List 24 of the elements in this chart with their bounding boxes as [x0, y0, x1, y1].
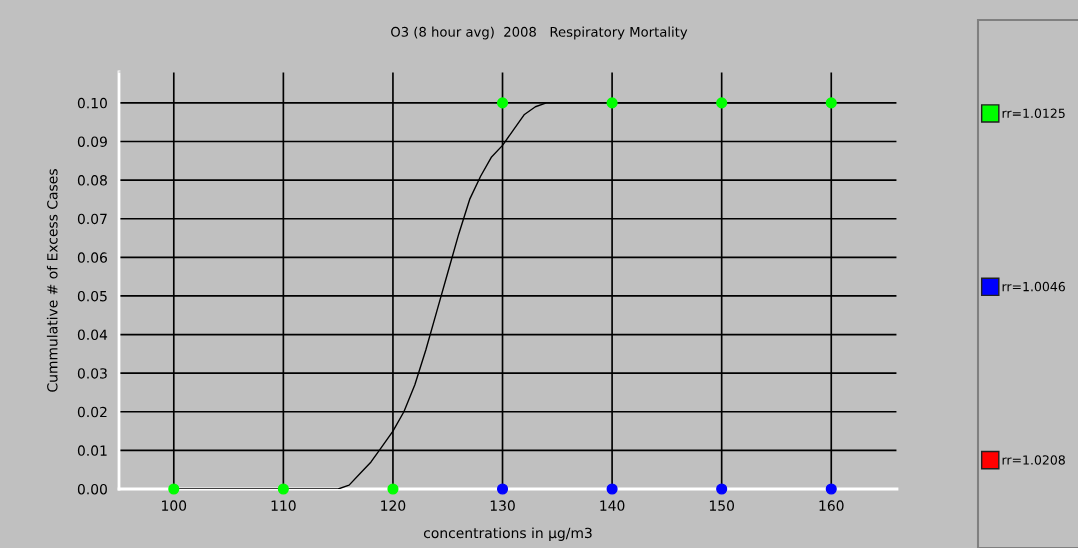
x-tick-label: 140: [600, 500, 625, 511]
y-tick-label: 0.08: [77, 175, 107, 186]
y-tick-label: 0.09: [77, 136, 107, 147]
chart-title: O3 (8 hour avg) 2008 Respiratory Mortality: [391, 26, 688, 40]
y-tick-label: 0.01: [77, 445, 107, 456]
y-tick-label: 0.03: [77, 368, 107, 379]
x-tick-label: 120: [381, 500, 406, 511]
legend-label: rr=1.0046: [1002, 281, 1065, 292]
y-tick-label: 0.02: [77, 406, 107, 418]
y-tick-label: 0.10: [77, 97, 107, 109]
x-tick-label: 100: [162, 500, 187, 511]
x-tick-label: 110: [271, 500, 296, 511]
y-axis-title: Cummulative # of Excess Cases: [46, 169, 58, 392]
y-tick-label: 0.00: [77, 483, 107, 495]
x-tick-label: 160: [819, 500, 844, 511]
x-axis-title: concentrations in µg/m3: [423, 527, 592, 541]
legend-label: rr=1.0208: [1002, 455, 1065, 465]
x-tick-label: 150: [709, 500, 735, 511]
y-tick-label: 0.07: [77, 213, 107, 225]
legend-label: rr=1.0125: [1002, 108, 1065, 118]
y-tick-label: 0.04: [77, 329, 108, 341]
x-tick-label: 130: [490, 500, 515, 511]
y-tick-label: 0.05: [77, 290, 107, 302]
y-tick-label: 0.06: [77, 252, 108, 263]
